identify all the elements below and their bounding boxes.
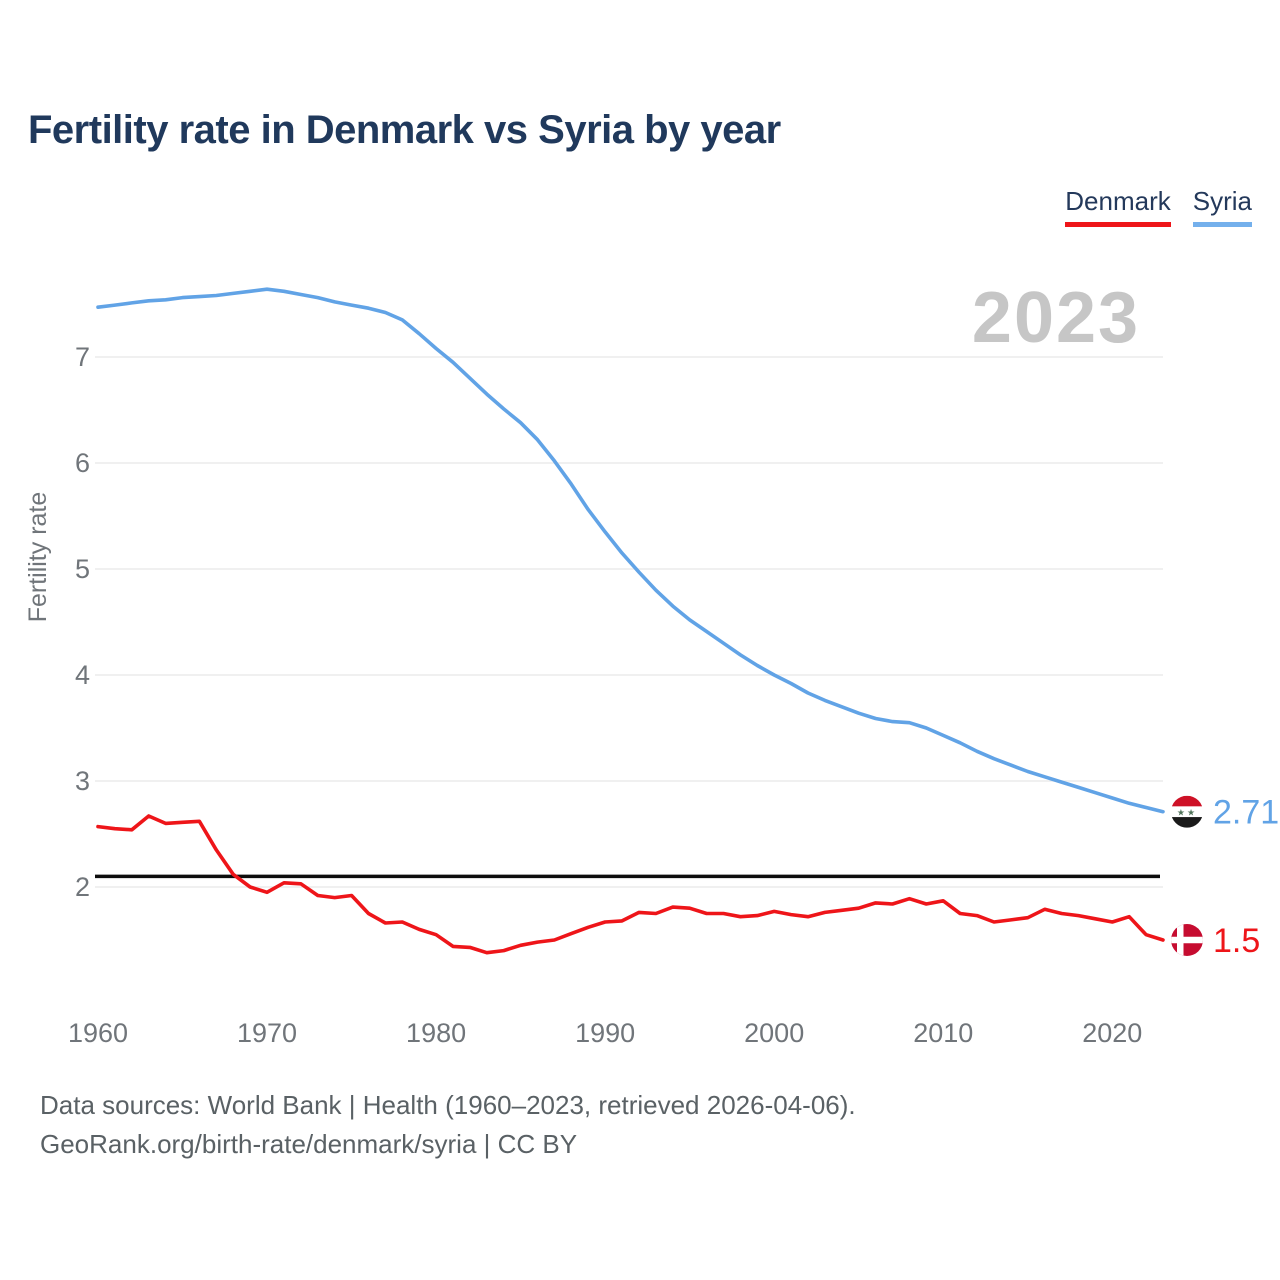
y-tick-label: 6 <box>75 448 90 478</box>
denmark-end-value-label: 1.5 <box>1213 922 1260 960</box>
x-tick-label: 2020 <box>1082 1018 1142 1048</box>
y-tick-label: 4 <box>75 660 90 690</box>
x-tick-label: 1960 <box>68 1018 128 1048</box>
y-axis-title: Fertility rate <box>24 492 52 623</box>
x-tick-label: 2000 <box>744 1018 804 1048</box>
svg-text:★★: ★★ <box>1177 808 1197 818</box>
y-tick-label: 7 <box>75 342 90 372</box>
end-flags: ★★ <box>1171 795 1203 956</box>
chart-title: Fertility rate in Denmark vs Syria by ye… <box>28 108 781 152</box>
x-tick-label: 1970 <box>237 1018 297 1048</box>
x-tick-label: 2010 <box>913 1018 973 1048</box>
y-tick-label: 3 <box>75 766 90 796</box>
footer: Data sources: World Bank | Health (1960–… <box>40 1086 856 1164</box>
series-lines <box>95 287 1165 955</box>
legend: Denmark Syria <box>1065 186 1252 227</box>
legend-item-denmark[interactable]: Denmark <box>1065 186 1171 227</box>
syria-flag-icon: ★★ <box>1171 795 1203 828</box>
axis-tick-labels: 2 3 4 5 6 7 1960 1970 1980 1990 2000 2010 2020 <box>68 342 1142 1048</box>
denmark-line[interactable] <box>96 814 1165 955</box>
syria-line[interactable] <box>96 287 1165 814</box>
footer-attribution: GeoRank.org/birth-rate/denmark/syria | C… <box>40 1129 578 1159</box>
x-tick-label: 1980 <box>406 1018 466 1048</box>
legend-item-syria[interactable]: Syria <box>1192 186 1252 227</box>
y-tick-label: 2 <box>75 872 90 902</box>
y-tick-label: 5 <box>75 554 90 584</box>
syria-end-value-label: 2.71 <box>1213 794 1279 832</box>
x-tick-label: 1990 <box>575 1018 635 1048</box>
year-watermark: 2023 <box>972 278 1140 358</box>
footer-sources: Data sources: World Bank | Health (1960–… <box>40 1090 856 1120</box>
gridlines <box>95 356 1163 888</box>
denmark-flag-icon <box>1171 924 1203 956</box>
